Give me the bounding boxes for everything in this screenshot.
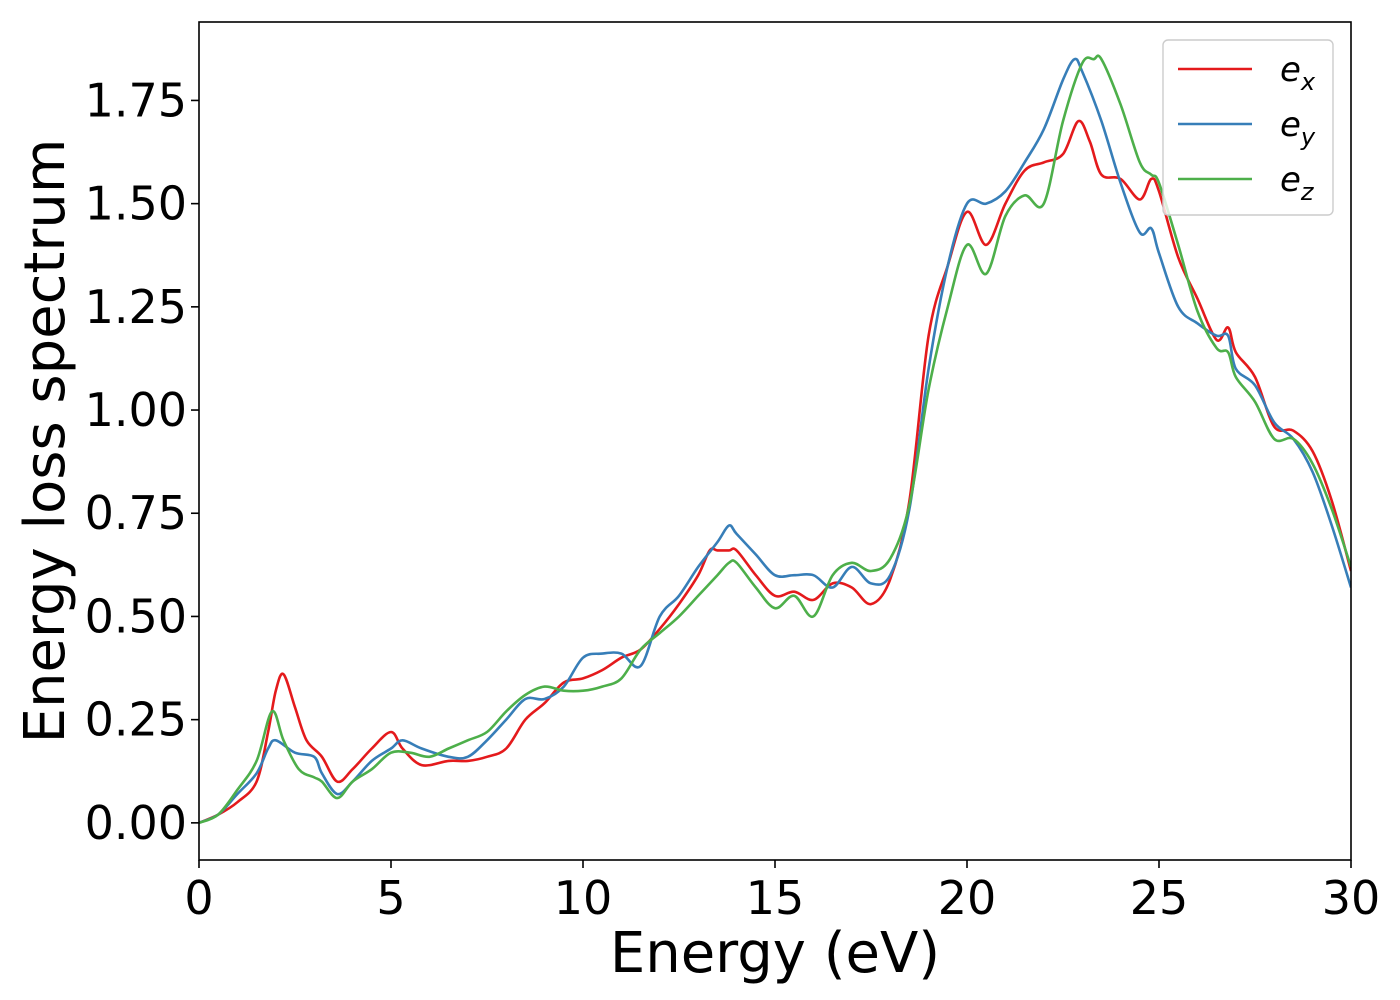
series-line-z	[199, 54, 1351, 825]
y-tick-label: 1.50	[85, 177, 187, 231]
x-axis-ticks: 0 5 10 15 20 25 30	[184, 860, 1380, 925]
legend: ex ey ez	[1162, 39, 1334, 216]
series-line-x	[199, 119, 1351, 825]
legend-label-z: ez	[1280, 160, 1315, 206]
legend-label-y: ey	[1280, 105, 1316, 151]
x-tick-label: 20	[938, 871, 997, 925]
x-tick-label: 0	[184, 871, 213, 925]
legend-box	[1162, 39, 1334, 216]
y-tick-label: 0.50	[85, 589, 187, 643]
x-tick-label: 25	[1130, 871, 1189, 925]
x-tick-label: 10	[554, 871, 613, 925]
y-tick-label: 0.25	[85, 693, 187, 747]
x-tick-label: 5	[376, 871, 405, 925]
x-axis-label: Energy (eV)	[610, 921, 940, 986]
series-line-y	[199, 57, 1351, 825]
x-tick-label: 30	[1322, 871, 1381, 925]
y-tick-label: 1.00	[85, 383, 187, 437]
y-tick-label: 0.75	[85, 486, 187, 540]
y-tick-label: 1.25	[85, 280, 187, 334]
series-layer	[199, 54, 1351, 825]
y-tick-label: 1.75	[85, 73, 187, 127]
y-axis-ticks: 0.00 0.25 0.50 0.75 1.00 1.25 1.50 1.75	[85, 73, 199, 850]
y-tick-label: 0.00	[85, 796, 187, 850]
x-tick-label: 15	[746, 871, 805, 925]
y-axis-label: Energy loss spectrum	[13, 139, 78, 744]
legend-label-x: ex	[1280, 50, 1316, 96]
